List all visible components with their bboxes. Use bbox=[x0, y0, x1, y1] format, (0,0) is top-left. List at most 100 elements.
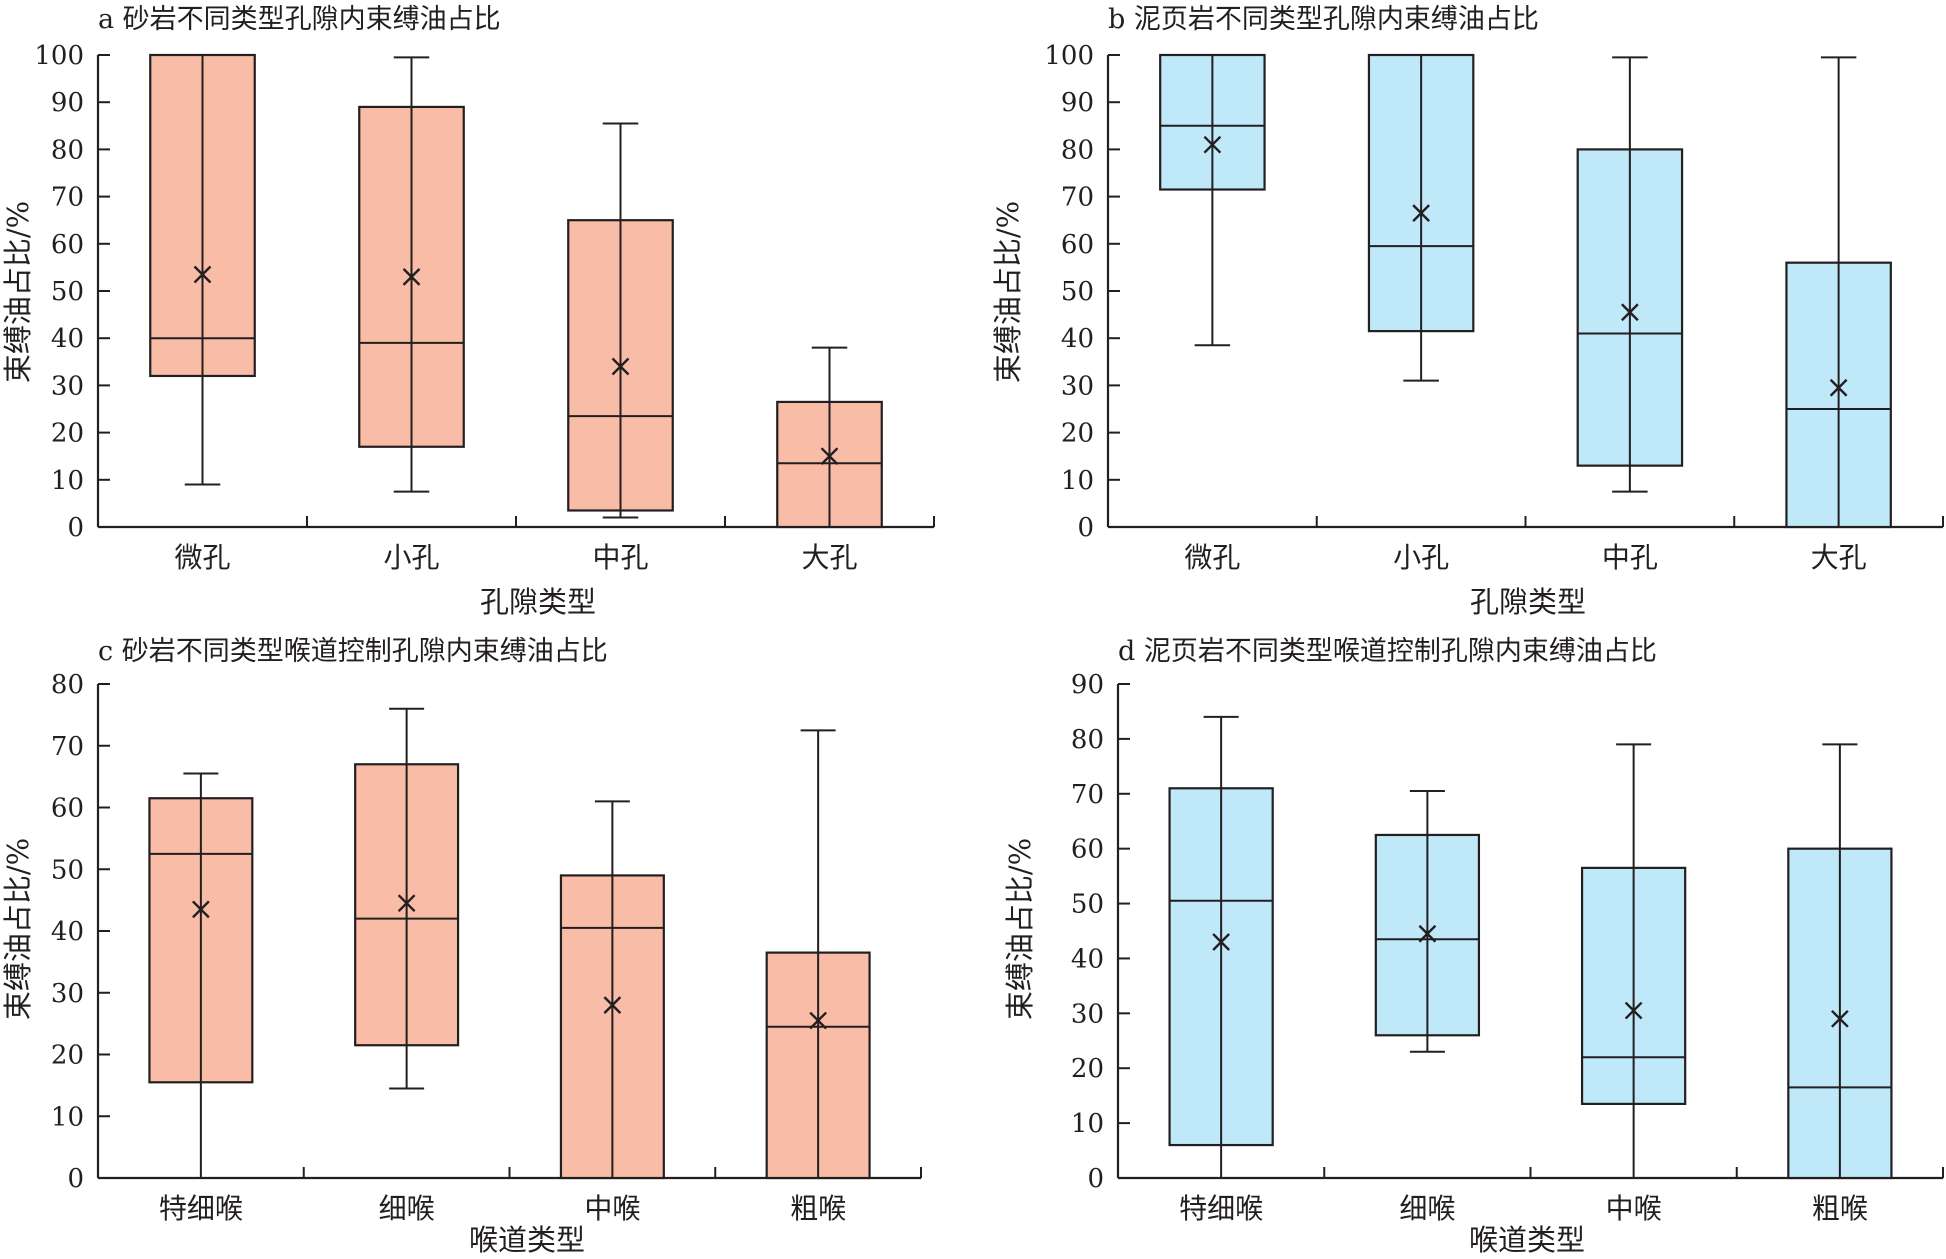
x-category-label: 细喉 bbox=[379, 1192, 435, 1225]
mean-marker bbox=[1418, 924, 1437, 943]
y-tick-label: 80 bbox=[1071, 725, 1104, 755]
panel-a-xlabel: 孔隙类型 bbox=[480, 585, 596, 619]
y-tick-label: 70 bbox=[1071, 780, 1104, 810]
y-tick-label: 10 bbox=[51, 466, 84, 496]
box-中孔 bbox=[1576, 56, 1684, 493]
mean-marker bbox=[1831, 1009, 1849, 1028]
panel-c: c 砂岩不同类型喉道控制孔隙内束缚油占比 束缚油占比/% 喉道类型 0 10 20 3… bbox=[1, 636, 922, 1257]
x-category-label: 特细喉 bbox=[1179, 1192, 1263, 1225]
y-tick-label: 70 bbox=[51, 183, 84, 213]
panel-a-ylabel: 束缚油占比/% bbox=[1, 201, 35, 383]
mean-marker-stroke bbox=[1621, 303, 1639, 322]
mean-marker-stroke bbox=[611, 357, 630, 376]
y-tick-label: 80 bbox=[51, 135, 84, 165]
panel-b-xlabel: 孔隙类型 bbox=[1470, 585, 1586, 619]
x-category-label: 中孔 bbox=[592, 541, 648, 574]
mean-marker bbox=[611, 357, 630, 376]
mean-marker bbox=[1624, 1001, 1643, 1020]
x-category-label: 粗喉 bbox=[1812, 1192, 1868, 1225]
y-tick-label: 80 bbox=[51, 670, 84, 700]
panel-b-ylabel: 束缚油占比/% bbox=[991, 201, 1025, 383]
mean-marker bbox=[603, 996, 622, 1014]
mean-marker-stroke bbox=[1212, 933, 1230, 951]
panel-c-ylabel: 束缚油占比/% bbox=[1, 838, 35, 1020]
box-中喉 bbox=[1580, 743, 1687, 1179]
x-category-label: 中孔 bbox=[1602, 541, 1658, 574]
panel-b-title: b 泥页岩不同类型孔隙内束缚油占比 bbox=[1108, 4, 1539, 35]
mean-marker bbox=[397, 894, 416, 913]
y-tick-label: 100 bbox=[34, 41, 84, 71]
y-tick-label: 30 bbox=[1071, 999, 1104, 1029]
panel-d-title: d 泥页岩不同类型喉道控制孔隙内束缚油占比 bbox=[1118, 636, 1657, 667]
mean-marker bbox=[193, 265, 212, 284]
x-category-label: 大孔 bbox=[1811, 541, 1867, 574]
mean-marker-stroke bbox=[1829, 378, 1848, 397]
mean-marker-stroke bbox=[397, 894, 416, 913]
x-category-label: 大孔 bbox=[801, 541, 857, 574]
box-细喉 bbox=[354, 707, 460, 1090]
x-category-label: 中喉 bbox=[584, 1192, 640, 1225]
y-tick-label: 70 bbox=[1061, 183, 1094, 213]
y-tick-label: 0 bbox=[1087, 1164, 1104, 1194]
mean-marker-stroke bbox=[809, 1011, 827, 1030]
box-特细喉 bbox=[1168, 715, 1274, 1179]
box-中孔 bbox=[567, 122, 674, 519]
y-tick-label: 60 bbox=[1061, 230, 1094, 260]
y-tick-label: 10 bbox=[1071, 1109, 1104, 1139]
box-小孔 bbox=[358, 56, 465, 493]
x-category-label: 微孔 bbox=[174, 541, 230, 574]
y-tick-label: 0 bbox=[67, 513, 84, 543]
y-tick-label: 50 bbox=[51, 277, 84, 307]
panel-a: a 砂岩不同类型孔隙内束缚油占比 束缚油占比/% 孔隙类型 0 10 20 30 40 5… bbox=[1, 4, 935, 619]
box-小孔 bbox=[1367, 53, 1475, 382]
x-category-label: 中喉 bbox=[1606, 1192, 1662, 1225]
mean-marker bbox=[1829, 378, 1848, 397]
y-tick-label: 60 bbox=[51, 230, 84, 260]
y-tick-label: 0 bbox=[1077, 513, 1094, 543]
y-tick-label: 30 bbox=[1061, 371, 1094, 401]
y-tick-label: 20 bbox=[1061, 419, 1094, 449]
y-tick-label: 60 bbox=[51, 794, 84, 824]
y-tick-label: 0 bbox=[67, 1164, 84, 1194]
x-category-label: 特细喉 bbox=[159, 1192, 243, 1225]
y-tick-label: 50 bbox=[1071, 890, 1104, 920]
mean-marker-stroke bbox=[1418, 924, 1437, 943]
mean-marker-stroke bbox=[1831, 1009, 1849, 1028]
y-tick-label: 90 bbox=[1061, 88, 1094, 118]
mean-marker-stroke bbox=[1203, 135, 1222, 154]
panel-d: d 泥页岩不同类型喉道控制孔隙内束缚油占比 束缚油占比/% 喉道类型 0 10 20… bbox=[1003, 636, 1944, 1257]
panel-b: b 泥页岩不同类型孔隙内束缚油占比 束缚油占比/% 孔隙类型 0 10 20 30 40… bbox=[991, 4, 1944, 619]
box-粗喉 bbox=[765, 729, 871, 1180]
y-tick-label: 40 bbox=[1061, 324, 1094, 354]
mean-marker bbox=[820, 447, 839, 466]
box-细喉 bbox=[1374, 790, 1481, 1053]
mean-marker-stroke bbox=[1412, 204, 1430, 222]
mean-marker-stroke bbox=[193, 265, 212, 284]
mean-marker-stroke bbox=[820, 447, 839, 466]
y-tick-label: 30 bbox=[51, 979, 84, 1009]
panel-d-ylabel: 束缚油占比/% bbox=[1003, 838, 1037, 1020]
mean-marker bbox=[1621, 303, 1639, 322]
mean-marker bbox=[809, 1011, 827, 1030]
mean-marker-stroke bbox=[603, 996, 622, 1014]
y-tick-label: 10 bbox=[1061, 466, 1094, 496]
box-大孔 bbox=[776, 346, 883, 529]
box-特细喉 bbox=[148, 772, 254, 1179]
y-tick-label: 70 bbox=[51, 732, 84, 762]
box-微孔 bbox=[1159, 53, 1266, 347]
x-category-label: 小孔 bbox=[1393, 541, 1449, 574]
mean-marker bbox=[192, 900, 210, 919]
panel-a-title: a 砂岩不同类型孔隙内束缚油占比 bbox=[98, 4, 501, 35]
mean-marker-stroke bbox=[192, 900, 210, 919]
x-category-label: 小孔 bbox=[383, 541, 439, 574]
x-category-label: 粗喉 bbox=[790, 1192, 846, 1225]
y-tick-label: 20 bbox=[51, 1041, 84, 1071]
y-tick-label: 10 bbox=[51, 1102, 84, 1132]
panel-c-xlabel: 喉道类型 bbox=[469, 1223, 585, 1257]
y-tick-label: 50 bbox=[1061, 277, 1094, 307]
mean-marker bbox=[402, 267, 421, 286]
mean-marker bbox=[1412, 204, 1430, 222]
y-tick-label: 20 bbox=[1071, 1054, 1104, 1084]
box-微孔 bbox=[149, 53, 256, 486]
